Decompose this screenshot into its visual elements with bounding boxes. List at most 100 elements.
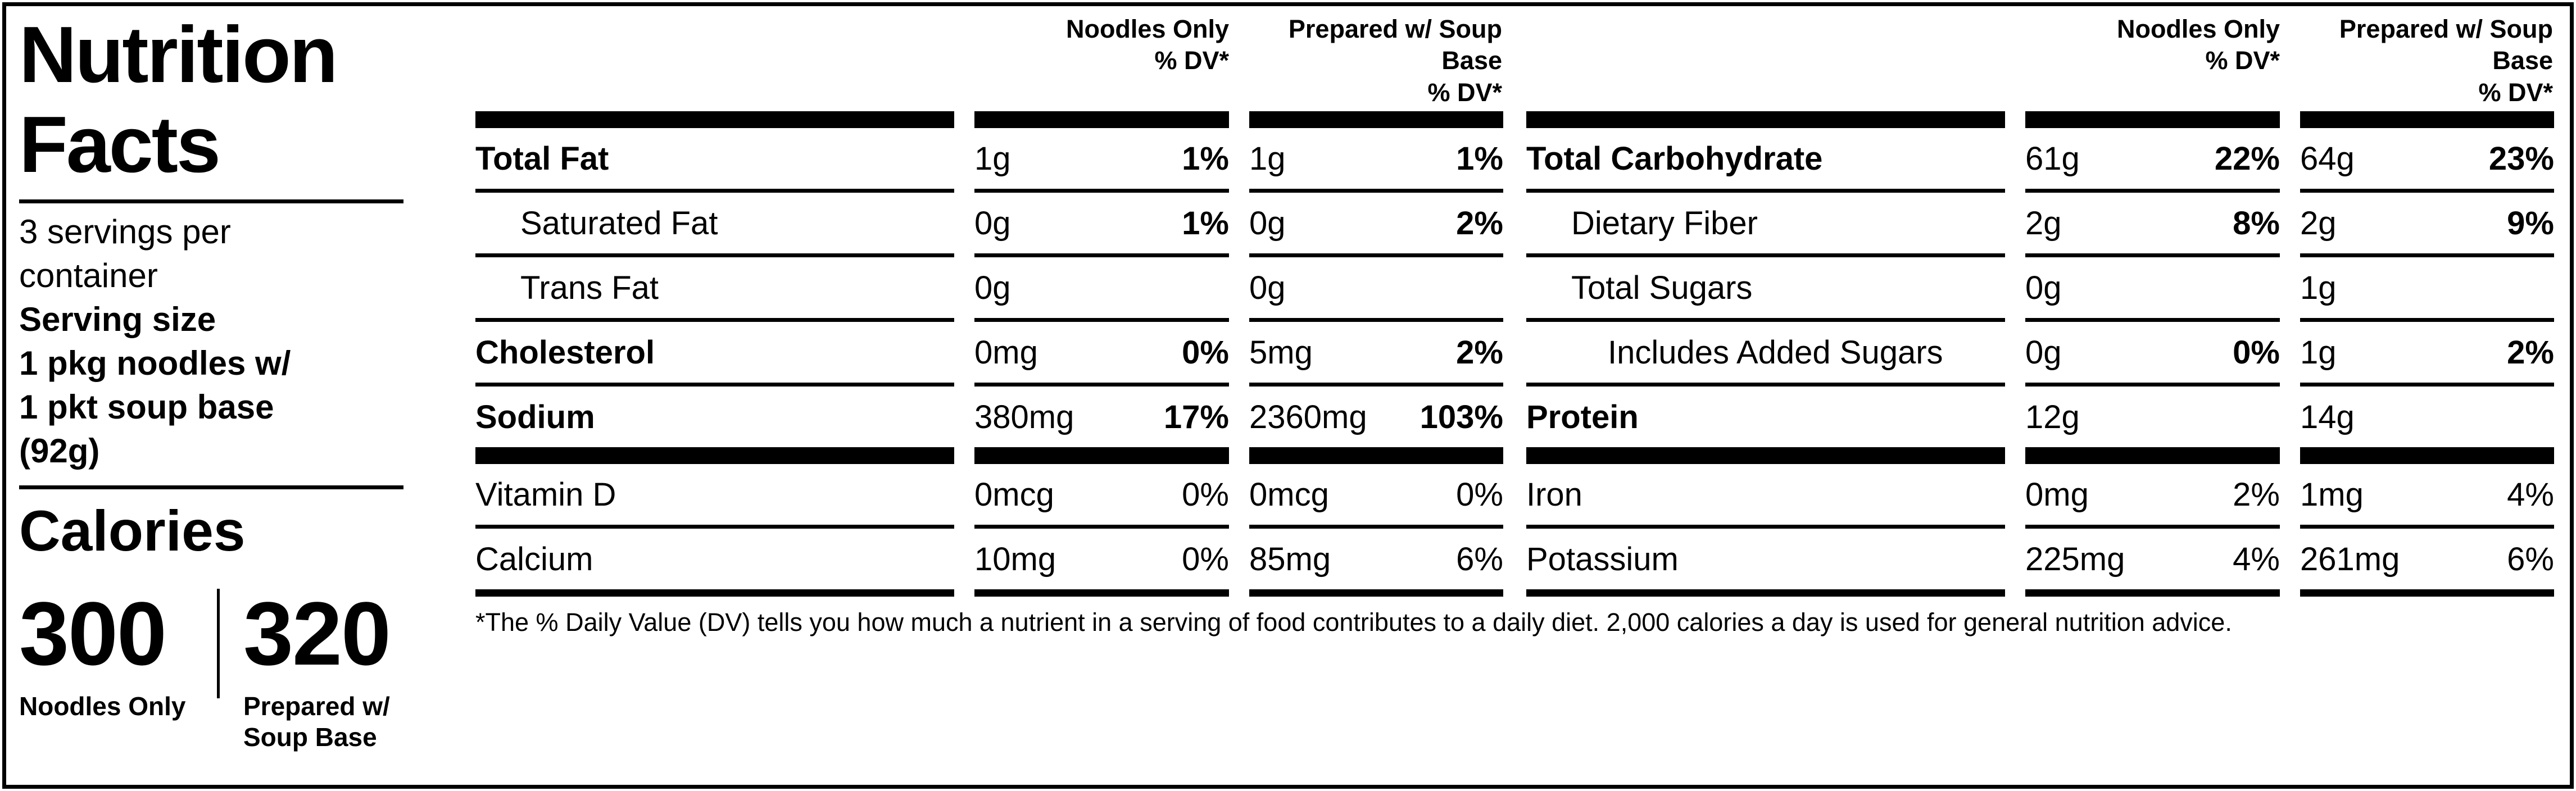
amount-value: 1g bbox=[2300, 269, 2337, 306]
column-header-noodles-only: Noodles Only % DV* bbox=[2117, 13, 2280, 77]
nutrient-values: 0mcg 0% bbox=[1249, 476, 1503, 513]
daily-value-percent: 4% bbox=[2233, 540, 2280, 578]
daily-value-percent: 0% bbox=[1456, 476, 1503, 513]
daily-value-percent: 0% bbox=[1182, 334, 1229, 371]
amount-value: 0mcg bbox=[974, 476, 1054, 513]
nutrient-values: 261mg 6% bbox=[2300, 540, 2554, 578]
separator-bar bbox=[475, 447, 1503, 464]
amount-value: 2g bbox=[2300, 204, 2337, 242]
nutrient-values: 0g 0% bbox=[2025, 334, 2280, 371]
separator-segment bbox=[2300, 383, 2554, 387]
separator-segment bbox=[475, 383, 954, 387]
title-line-2: Facts bbox=[19, 100, 221, 190]
separator-segment bbox=[974, 447, 1229, 464]
separator-segment bbox=[2025, 447, 2280, 464]
daily-value-percent: 2% bbox=[2507, 334, 2554, 371]
amount-value: 5mg bbox=[1249, 334, 1313, 371]
nutrient-name: Includes Added Sugars bbox=[1608, 334, 1943, 371]
nutrient-values: 5mg 2% bbox=[1249, 334, 1503, 371]
nutrient-values: 0g 1% bbox=[974, 204, 1229, 242]
nutrient-row: Total Fat 1g 1% 1g 1% bbox=[475, 128, 1503, 189]
separator-segment bbox=[475, 253, 954, 257]
nutrient-values: 2g 9% bbox=[2300, 204, 2554, 242]
nutrient-row: Potassium 225mg 4% 261mg 6% bbox=[1526, 529, 2554, 589]
nutrient-values: 1mg 4% bbox=[2300, 476, 2554, 513]
nutrient-name: Vitamin D bbox=[475, 476, 616, 513]
nutrient-row: Cholesterol 0mg 0% 5mg 2% bbox=[475, 322, 1503, 383]
nutrient-name: Potassium bbox=[1526, 540, 1679, 578]
nutrient-values: 2360mg 103% bbox=[1249, 398, 1503, 436]
calories-value-prepared: 320 bbox=[243, 583, 391, 684]
column-header-line: % DV* bbox=[1427, 78, 1502, 107]
separator-segment bbox=[1526, 383, 2005, 387]
calories-noodles-only: 300 Noodles Only bbox=[19, 588, 217, 753]
nutrient-values: 0g 2% bbox=[1249, 204, 1503, 242]
nutrient-values: 61g 22% bbox=[2025, 140, 2280, 178]
separator-segment bbox=[2300, 589, 2554, 597]
separator-segment bbox=[2025, 111, 2280, 128]
nutrient-row: Total Carbohydrate 61g 22% 64g 23% bbox=[1526, 128, 2554, 189]
nutrient-values: 0mg 2% bbox=[2025, 476, 2280, 513]
nutrient-name: Total Fat bbox=[475, 140, 609, 177]
nutrient-values: 1g 1% bbox=[974, 140, 1229, 178]
daily-value-percent: 1% bbox=[1182, 140, 1229, 177]
daily-value-percent: 103% bbox=[1419, 398, 1503, 435]
nutrient-name: Total Carbohydrate bbox=[1526, 140, 1823, 177]
column-header-line: Noodles Only bbox=[2116, 15, 2280, 43]
divider bbox=[19, 485, 403, 489]
calories-context-noodles: Noodles Only bbox=[19, 691, 186, 721]
daily-value-percent: 6% bbox=[2507, 540, 2554, 578]
nutrition-table-fats-minerals: Noodles Only % DV* Prepared w/ Soup Base % D… bbox=[475, 10, 1503, 597]
amount-value: 261mg bbox=[2300, 540, 2400, 578]
nutrient-name: Trans Fat bbox=[520, 269, 659, 306]
separator-segment bbox=[1249, 253, 1503, 257]
nutrient-values: 1g 2% bbox=[2300, 334, 2554, 371]
amount-value: 14g bbox=[2300, 398, 2355, 435]
amount-value: 2360mg bbox=[1249, 398, 1367, 435]
separator-segment bbox=[974, 589, 1229, 597]
table-header-zone: Noodles Only % DV* Prepared w/ Soup Base % D… bbox=[475, 10, 1503, 111]
separator-segment bbox=[2300, 447, 2554, 464]
daily-value-percent: 2% bbox=[2233, 476, 2280, 513]
amount-value: 0mg bbox=[974, 334, 1038, 371]
daily-value-percent: 1% bbox=[1182, 204, 1229, 242]
separator-segment bbox=[974, 318, 1229, 322]
column-header-line: Base bbox=[1441, 46, 1502, 75]
daily-value-percent: 6% bbox=[1456, 540, 1503, 578]
nutrient-values: 0g bbox=[974, 269, 1229, 307]
nutrient-row: Iron 0mg 2% 1mg 4% bbox=[1526, 464, 2554, 525]
serving-size-line-3: (92g) bbox=[19, 431, 100, 470]
daily-value-percent: 0% bbox=[1182, 540, 1229, 578]
daily-value-percent: 9% bbox=[2507, 204, 2554, 242]
nutrient-values: 12g bbox=[2025, 398, 2280, 436]
daily-value-percent: 4% bbox=[2507, 476, 2554, 513]
separator-segment bbox=[475, 589, 954, 597]
daily-value-percent: 17% bbox=[1163, 398, 1229, 435]
column-header-line: Noodles Only bbox=[1065, 15, 1229, 43]
nutrient-values: 0mcg 0% bbox=[974, 476, 1229, 513]
amount-value: 2g bbox=[2025, 204, 2062, 242]
nutrient-values: 225mg 4% bbox=[2025, 540, 2280, 578]
daily-value-footnote: *The % Daily Value (DV) tells you how mu… bbox=[475, 608, 2232, 637]
nutrient-row: Includes Added Sugars 0g 0% 1g 2% bbox=[1526, 322, 2554, 383]
amount-value: 64g bbox=[2300, 140, 2355, 177]
separator-segment bbox=[1526, 111, 2005, 128]
serving-size-line-1: 1 pkg noodles w/ bbox=[19, 344, 291, 382]
column-header-prepared-soup-base: Prepared w/ Soup Base % DV* bbox=[2339, 13, 2553, 108]
separator-segment bbox=[1249, 589, 1503, 597]
separator-segment bbox=[974, 525, 1229, 529]
nutrient-name: Saturated Fat bbox=[520, 204, 718, 242]
column-header-noodles-only: Noodles Only % DV* bbox=[1066, 13, 1229, 77]
separator-segment bbox=[2025, 189, 2280, 193]
separator-segment bbox=[475, 318, 954, 322]
nutrition-table-carbs-protein: Noodles Only % DV* Prepared w/ Soup Base % D… bbox=[1526, 10, 2554, 597]
amount-value: 0g bbox=[2025, 334, 2062, 371]
amount-value: 0g bbox=[2025, 269, 2062, 306]
amount-value: 0mg bbox=[2025, 476, 2089, 513]
column-header-line: Prepared w/ Soup bbox=[1288, 15, 1502, 43]
daily-value-percent: 0% bbox=[1182, 476, 1229, 513]
nutrient-values: 0g bbox=[1249, 269, 1503, 307]
amount-value: 0mcg bbox=[1249, 476, 1329, 513]
nutrient-values: 0g bbox=[2025, 269, 2280, 307]
